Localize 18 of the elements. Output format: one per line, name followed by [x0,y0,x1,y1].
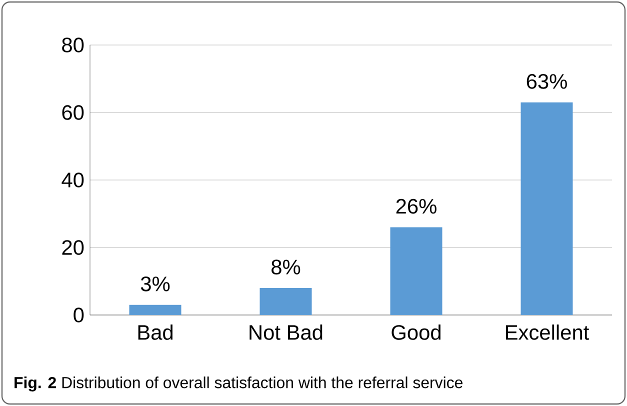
bar [390,227,442,315]
y-tick-label: 0 [74,308,84,322]
data-label: 26% [396,198,436,214]
text: Fig. 2 Distribution of overall satisfaction with the referral service [14,376,462,392]
data-label: 63% [526,74,567,89]
y-tick-label: 20 [62,240,84,255]
bar [260,288,312,315]
y-tick-label: 40 [62,172,84,188]
x-tick-label: Good [392,324,440,340]
data-label: 8% [272,260,300,274]
y-tick-label: 60 [62,105,84,120]
data-label: 3% [140,276,170,292]
x-tick-label: Bad [138,324,173,340]
x-tick-label: Excellent [506,324,590,340]
y-tick-label: 80 [62,38,84,52]
bar [520,102,573,315]
x-tick-label: Not Bad [250,324,322,340]
bar [129,304,182,315]
